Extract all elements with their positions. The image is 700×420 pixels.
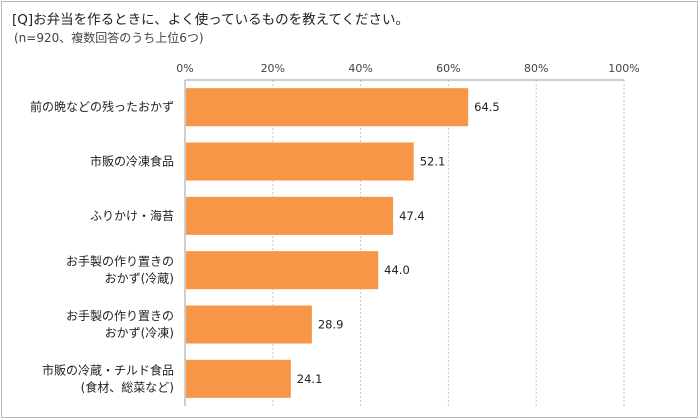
category-label: (食材、総菜など) [81,379,174,394]
data-label: 24.1 [297,372,323,386]
category-label: おかず(冷蔵) [105,272,174,286]
bar [186,88,469,127]
category-label: お手製の作り置きの [66,255,174,269]
x-tick-label: 100% [608,62,639,75]
bar [186,359,291,398]
bar [186,142,414,181]
x-tick-label: 60% [436,62,460,75]
x-tick-label: 20% [261,62,285,75]
data-label: 47.4 [399,209,425,223]
category-label: おかず(冷凍) [105,326,174,340]
bar [186,196,394,235]
category-label: ふりかけ・海苔 [90,208,174,223]
bar [186,305,312,344]
x-tick-label: 80% [524,62,548,75]
data-label: 44.0 [384,263,410,277]
x-tick-label: 0% [176,62,193,75]
data-label: 64.5 [474,100,500,114]
data-label: 28.9 [318,318,344,332]
category-label: 市販の冷蔵・チルド食品 [42,362,174,377]
category-label: 市販の冷凍食品 [90,154,174,169]
x-tick-label: 40% [348,62,372,75]
data-label: 52.1 [420,155,446,169]
chart-title: [Q]お弁当を作るときに、よく使っているものを教えてください。 [12,12,409,28]
category-label: お手製の作り置きの [66,309,174,323]
chart-subtitle: (n=920、複数回答のうち上位6つ) [14,31,204,45]
bar [186,251,379,290]
category-label: 前の晩などの残ったおかず [30,99,174,114]
